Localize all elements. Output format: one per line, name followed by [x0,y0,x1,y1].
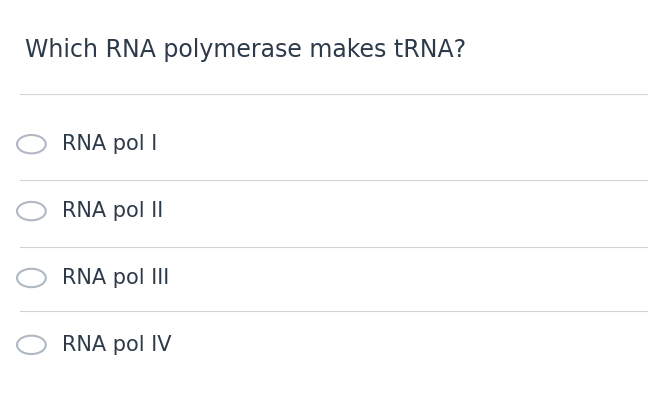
Text: RNA pol IV: RNA pol IV [62,335,171,355]
Circle shape [17,336,46,354]
Circle shape [17,135,46,153]
Circle shape [17,269,46,287]
Circle shape [17,202,46,220]
Text: RNA pol III: RNA pol III [62,268,169,288]
Text: Which RNA polymerase makes tRNA?: Which RNA polymerase makes tRNA? [25,38,466,61]
Text: RNA pol II: RNA pol II [62,201,164,221]
Text: RNA pol I: RNA pol I [62,134,158,154]
